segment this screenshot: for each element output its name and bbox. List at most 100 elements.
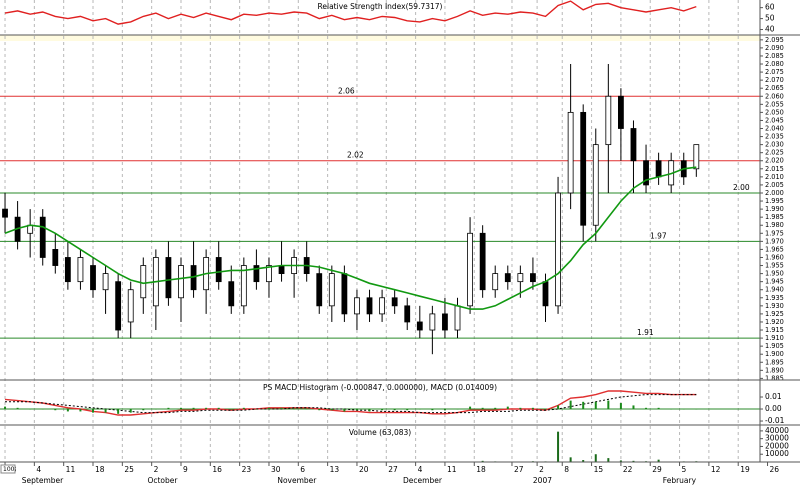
candle-body (454, 305, 461, 331)
y-tick-label: 2.080 (765, 60, 784, 68)
x-tick-label: 11 (447, 465, 457, 474)
x-tick-label: 13 (330, 465, 340, 474)
histogram-bar (179, 407, 182, 410)
y-tick-label: 2.025 (765, 149, 784, 157)
candle-body (504, 273, 511, 283)
y-tick-label: -0.01 (765, 416, 785, 425)
histogram-bar (255, 409, 258, 410)
histogram-bar (393, 409, 396, 411)
candle-body (530, 273, 536, 283)
y-tick-label: 2.040 (765, 125, 784, 133)
candle-body (39, 216, 46, 258)
x-tick-label: 11 (66, 465, 76, 474)
histogram-bar (104, 409, 107, 413)
y-tick-label: 2.005 (765, 181, 784, 189)
month-label: November (277, 476, 317, 485)
candle-body (102, 273, 109, 291)
candle-body (366, 297, 373, 315)
volume-bar (481, 460, 484, 462)
histogram-bar (594, 401, 597, 410)
candle-body (379, 297, 385, 315)
histogram-bar (343, 409, 346, 412)
x-tick-label: 23 (242, 465, 252, 474)
candle-body (655, 160, 662, 178)
histogram-bar (456, 409, 459, 410)
histogram-bar (117, 409, 120, 414)
y-tick-label: 1.885 (765, 374, 784, 382)
y-tick-label: 50 (765, 14, 775, 23)
y-tick-label: 0.01 (765, 392, 782, 401)
y-tick-label: 1.930 (765, 302, 784, 310)
corner-label: 100 (3, 466, 15, 473)
volume-bar (632, 460, 635, 462)
y-tick-label: 1.950 (765, 270, 784, 278)
histogram-bar (318, 409, 321, 411)
histogram-bar (569, 400, 572, 410)
x-tick-label: 2 (154, 465, 159, 474)
histogram-bar (582, 401, 585, 410)
x-tick-label: 2 (539, 465, 544, 474)
y-tick-label: 2.035 (765, 133, 784, 141)
y-tick-label: 2.015 (765, 165, 784, 173)
candle-body (416, 321, 423, 331)
candle-body (567, 111, 574, 194)
histogram-bar (305, 409, 308, 410)
candle-body (467, 232, 473, 307)
histogram-bar (607, 400, 610, 410)
histogram-bar (431, 409, 434, 411)
x-tick-label: 18 (95, 465, 105, 474)
histogram-bar (368, 409, 371, 412)
y-tick-label: 2.095 (765, 36, 784, 44)
panel-title: Relative Strength Index(59.7317) (318, 2, 443, 11)
level-label: 1.97 (650, 231, 667, 240)
volume-bar (557, 431, 560, 462)
y-tick-label: 1.985 (765, 213, 784, 221)
candle-body (429, 313, 436, 331)
y-tick-label: 2.060 (765, 92, 784, 100)
candle-body (140, 265, 147, 299)
candle-body (266, 265, 272, 283)
histogram-bar (506, 406, 509, 410)
histogram-bar (280, 407, 283, 410)
candle-body (391, 297, 398, 307)
volume-bar (657, 459, 660, 462)
y-tick-label: 1.980 (765, 221, 784, 229)
candle-body (2, 208, 8, 218)
level-label: 2.06 (338, 86, 355, 95)
candle-body (542, 281, 549, 307)
histogram-bar (217, 407, 220, 410)
level-label: 1.91 (637, 328, 654, 337)
series-line (4, 0, 697, 25)
candle-body (328, 273, 335, 307)
y-tick-label: 60 (765, 3, 775, 12)
y-tick-label: 1.955 (765, 262, 784, 270)
candle-body (479, 232, 486, 291)
candle-body (404, 305, 411, 323)
y-tick-label: 1.925 (765, 310, 784, 318)
volume-bar (594, 454, 597, 462)
candle-body (253, 265, 260, 283)
y-tick-label: 2.075 (765, 68, 784, 76)
candle-body (115, 281, 122, 331)
x-tick-label: 25 (124, 465, 134, 474)
y-tick-label: 1.910 (765, 334, 784, 342)
candle-body (605, 95, 612, 146)
histogram-bar (154, 409, 157, 410)
y-tick-label: 1.915 (765, 326, 784, 334)
x-tick-label: 26 (770, 465, 780, 474)
histogram-bar (443, 409, 446, 411)
y-tick-label: 2.030 (765, 141, 784, 149)
histogram-bar (79, 409, 82, 412)
y-tick-label: 1.990 (765, 205, 784, 213)
y-tick-label: 0.00 (765, 404, 782, 413)
x-tick-label: 16 (212, 465, 222, 474)
histogram-bar (29, 409, 32, 410)
y-tick-label: 2.000 (765, 189, 784, 197)
y-tick-label: 20000 (765, 441, 789, 450)
x-tick-label: 4 (36, 465, 41, 474)
histogram-bar (355, 409, 358, 411)
y-tick-label: 2.055 (765, 100, 784, 108)
candle-body (240, 265, 247, 307)
candle-body (77, 257, 84, 283)
